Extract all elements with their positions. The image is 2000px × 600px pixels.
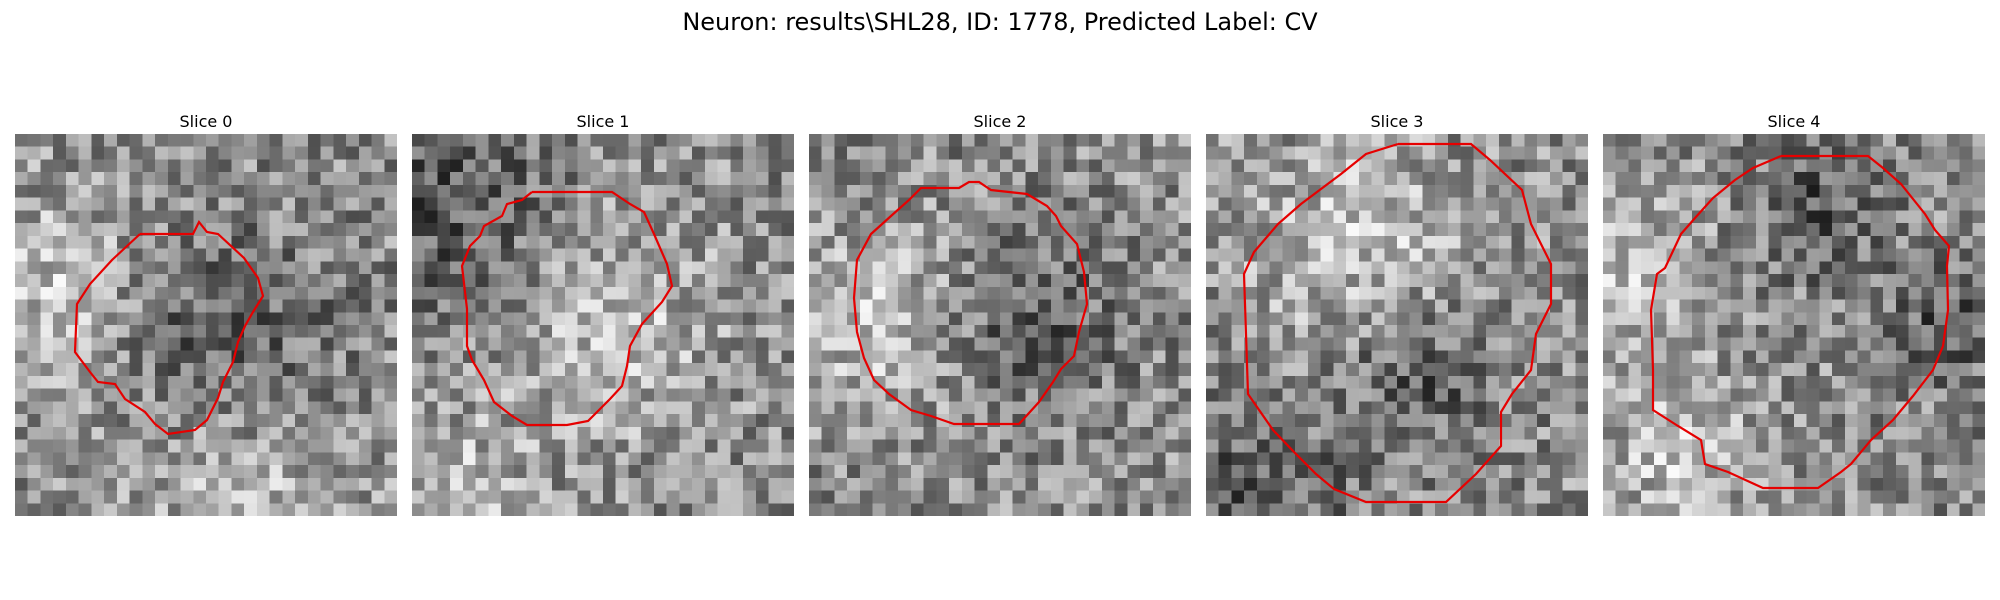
slice-image-0 <box>15 134 397 516</box>
roi-contour-3 <box>1242 142 1553 504</box>
roi-outline-3 <box>1242 142 1553 504</box>
slice-pixels-0 <box>15 134 397 516</box>
slice-title-1: Slice 1 <box>576 112 630 131</box>
slice-panel-2: Slice 2 <box>809 112 1191 516</box>
slice-pixels-4 <box>1603 134 1985 516</box>
slice-image-2 <box>809 134 1191 516</box>
slice-panel-4: Slice 4 <box>1603 112 1985 516</box>
slice-panel-1: Slice 1 <box>412 112 794 516</box>
slice-panel-3: Slice 3 <box>1206 112 1588 516</box>
roi-contour-4 <box>1649 154 1951 490</box>
figure-title: Neuron: results\SHL28, ID: 1778, Predict… <box>682 8 1318 36</box>
slice-title-3: Slice 3 <box>1370 112 1424 131</box>
slice-pixels-2 <box>809 134 1191 516</box>
roi-outline-4 <box>1649 154 1951 490</box>
slice-title-0: Slice 0 <box>179 112 233 131</box>
slice-image-3 <box>1206 134 1588 516</box>
slice-pixels-1 <box>412 134 794 516</box>
roi-contour-0 <box>73 219 265 436</box>
roi-contour-2 <box>852 180 1089 426</box>
slice-image-1 <box>412 134 794 516</box>
roi-outline-0 <box>73 219 265 436</box>
slice-image-4 <box>1603 134 1985 516</box>
slice-title-2: Slice 2 <box>973 112 1027 131</box>
roi-contour-1 <box>460 190 674 427</box>
roi-outline-2 <box>852 180 1089 426</box>
roi-outline-1 <box>460 190 674 427</box>
slice-title-4: Slice 4 <box>1767 112 1821 131</box>
slice-panel-0: Slice 0 <box>15 112 397 516</box>
